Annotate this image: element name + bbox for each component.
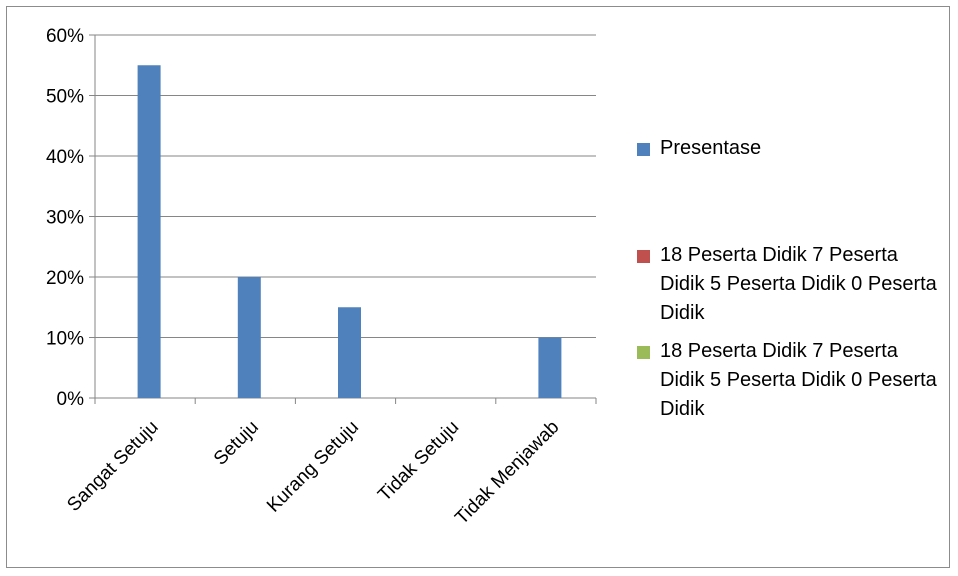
x-tick-label: Setuju [210,417,263,470]
legend-item-series-3: 18 Peserta Didik 7 Peserta Didik 5 Peser… [637,337,947,424]
bar [338,307,361,398]
chart-frame [6,6,950,568]
legend-swatch-green [637,346,650,359]
legend-label: 18 Peserta Didik 7 Peserta Didik 5 Peser… [660,340,937,420]
bar [137,65,161,398]
legend-swatch-blue [637,143,650,156]
x-tick-label: Tidak Setuju [374,417,463,506]
legend-item-presentase: Presentase [637,134,947,163]
legend-label: Presentase [660,137,762,159]
x-tick-label: Sangat Setuju [63,417,162,516]
y-tick-label: 0% [57,389,85,410]
y-tick-label: 60% [46,26,84,47]
y-tick-label: 30% [46,208,84,229]
bar [237,277,261,398]
legend: Presentase 18 Peserta Didik 7 Peserta Di… [637,134,947,424]
legend-item-series-2: 18 Peserta Didik 7 Peserta Didik 5 Peser… [637,241,947,328]
legend-swatch-red [637,250,650,263]
y-tick-label: 10% [46,329,84,350]
y-tick-label: 20% [46,268,84,289]
x-tick-label: Tidak Menjawab [451,417,563,529]
y-tick-label: 50% [46,87,84,108]
y-tick-label: 40% [46,147,84,168]
x-tick-label: Kurang Setuju [263,417,363,517]
legend-label: 18 Peserta Didik 7 Peserta Didik 5 Peser… [660,244,937,324]
bar [538,337,562,398]
